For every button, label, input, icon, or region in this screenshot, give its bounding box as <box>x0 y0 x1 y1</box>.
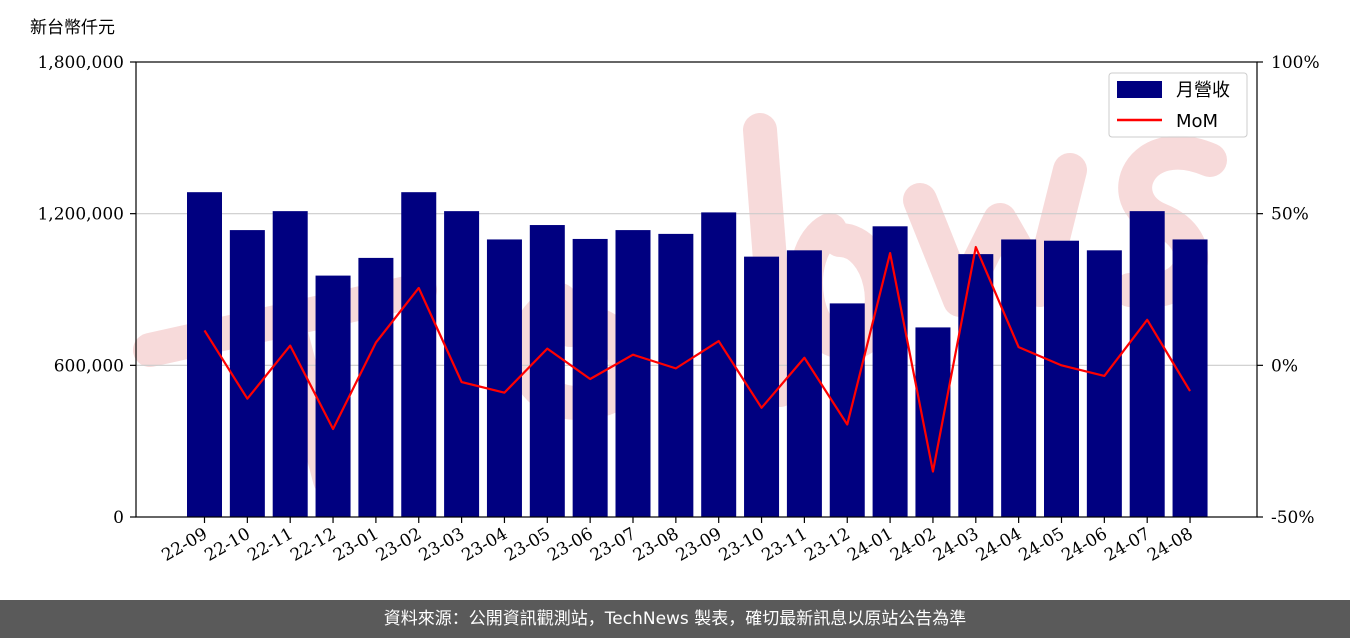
x-tick-label-24-06: 24-06 <box>1058 524 1110 566</box>
bar-23-01 <box>358 257 394 517</box>
x-tick-label-24-01: 24-01 <box>844 524 896 566</box>
x-tick-label-23-07: 23-07 <box>587 524 639 566</box>
bar-23-09 <box>701 212 737 517</box>
x-tick-label-23-11: 23-11 <box>758 524 810 566</box>
y-left-tick-label: 600,000 <box>54 356 124 376</box>
bar-23-10 <box>744 256 780 517</box>
y-left-tick-label: 1,800,000 <box>37 53 124 73</box>
bar-23-08 <box>658 233 694 517</box>
x-tick-label-23-06: 23-06 <box>544 524 596 566</box>
bar-23-05 <box>529 225 565 517</box>
bar-22-11 <box>272 211 308 517</box>
bar-23-02 <box>401 192 437 518</box>
bar-24-01 <box>872 226 908 518</box>
bar-24-03 <box>958 254 994 517</box>
bar-24-02 <box>915 327 951 517</box>
x-tick-label-23-03: 23-03 <box>416 524 468 566</box>
line-series <box>203 245 1191 473</box>
bar-23-12 <box>829 303 865 517</box>
y-right-tick-label: 0% <box>1271 356 1298 376</box>
x-tick-label-23-12: 23-12 <box>801 524 853 566</box>
bar-23-03 <box>444 211 480 517</box>
bar-24-06 <box>1086 250 1122 517</box>
y-left-unit-label: 新台幣仟元 <box>30 18 115 38</box>
bar-23-04 <box>486 239 522 517</box>
bar-22-12 <box>315 275 351 517</box>
x-tick-label-24-07: 24-07 <box>1101 524 1153 566</box>
x-axis: 22-0922-1022-1122-1223-0123-0223-0323-04… <box>159 517 1197 566</box>
x-tick-label-23-09: 23-09 <box>673 524 725 566</box>
x-tick-label-23-01: 23-01 <box>330 524 382 566</box>
legend: 月營收 MoM <box>1108 72 1248 138</box>
y-left-tick-label: 1,200,000 <box>37 205 124 225</box>
x-tick-label-22-11: 22-11 <box>244 524 296 566</box>
x-tick-label-24-02: 24-02 <box>887 524 939 566</box>
bar-24-05 <box>1044 240 1079 518</box>
y-right-axis: -50% 0% 50% 100% <box>1257 53 1320 528</box>
x-tick-label-22-12: 22-12 <box>287 524 339 566</box>
bar-24-07 <box>1129 211 1165 517</box>
x-tick-label-23-04: 23-04 <box>459 524 511 566</box>
footer-source-note: 資料來源：公開資訊觀測站，TechNews 製表，確切最新訊息以原站公告為準 <box>0 600 1350 638</box>
bar-24-04 <box>1001 239 1037 517</box>
mom-line <box>203 245 1191 473</box>
bar-24-08 <box>1172 239 1208 517</box>
x-tick-label-22-09: 22-09 <box>159 524 211 566</box>
x-tick-label-24-05: 24-05 <box>1016 524 1068 566</box>
bar-22-10 <box>229 230 265 517</box>
legend-bar-label: 月營收 <box>1176 80 1230 101</box>
bar-series <box>187 192 1208 518</box>
y-right-tick-label: 50% <box>1271 205 1309 225</box>
x-tick-label-23-08: 23-08 <box>630 524 682 566</box>
y-left-tick-label: 0 <box>113 508 124 528</box>
x-tick-label-24-03: 24-03 <box>930 524 982 566</box>
plot-frame <box>135 61 1258 518</box>
x-tick-label-24-04: 24-04 <box>973 524 1025 566</box>
x-tick-label-22-10: 22-10 <box>201 524 253 566</box>
legend-bar-swatch <box>1117 81 1162 98</box>
x-tick-label-23-02: 23-02 <box>373 524 425 566</box>
y-left-axis: 0 600,000 1,200,000 1,800,000 <box>37 53 136 528</box>
y-right-tick-label: -50% <box>1271 508 1315 528</box>
y-right-tick-label: 100% <box>1271 53 1320 73</box>
bar-23-11 <box>786 250 822 517</box>
legend-line-label: MoM <box>1176 111 1218 132</box>
revenue-chart: 新台幣仟元 0 600,000 1,200,000 1,800,000 -50% 0% 5… <box>30 18 1320 566</box>
x-tick-label-23-10: 23-10 <box>716 524 768 566</box>
x-tick-label-24-08: 24-08 <box>1144 524 1196 566</box>
bar-23-07 <box>615 230 651 517</box>
bar-22-09 <box>187 192 222 518</box>
x-tick-label-23-05: 23-05 <box>501 524 553 566</box>
